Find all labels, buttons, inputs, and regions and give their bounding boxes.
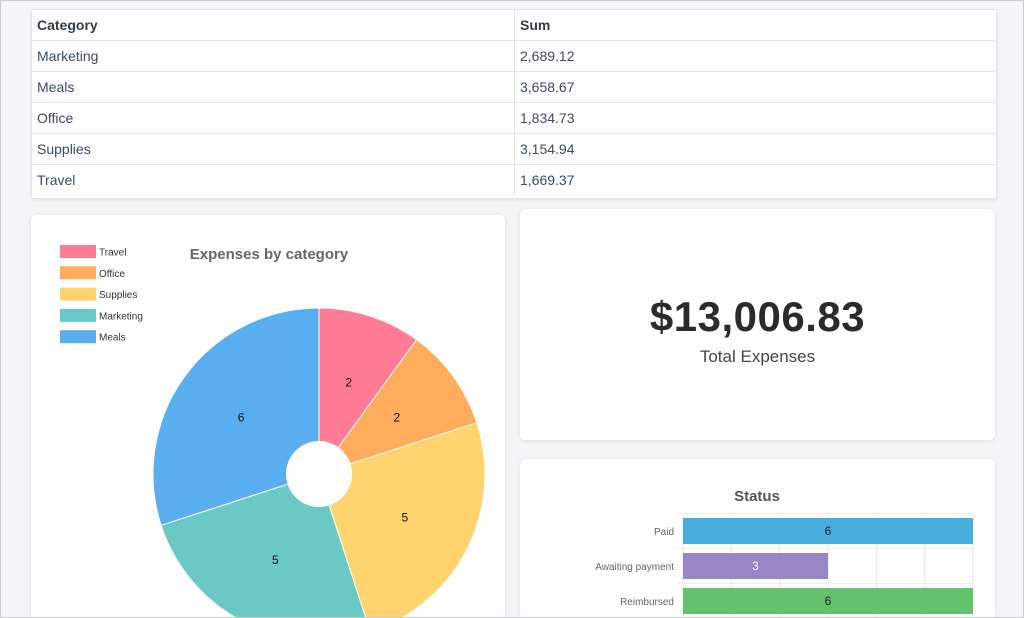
legend-item-marketing[interactable]: Marketing <box>60 308 143 323</box>
cell-sum: 1,834.73 <box>514 102 996 134</box>
status-category-label: Reimbursed <box>620 597 674 608</box>
status-bar-awaiting-payment[interactable] <box>683 553 828 579</box>
status-category-label: Awaiting payment <box>595 562 674 573</box>
table-row[interactable]: Marketing 2,689.12 <box>32 40 996 72</box>
legend-label: Meals <box>99 333 126 344</box>
expenses-pie-chart: Expenses by category Travel Office Supplie… <box>60 245 486 618</box>
legend-item-meals[interactable]: Meals <box>60 330 126 344</box>
pie-data-label: 6 <box>238 410 245 424</box>
cell-sum: 3,154.94 <box>514 133 996 165</box>
table-row[interactable]: Meals 3,658.67 <box>32 71 996 103</box>
column-header-category[interactable]: Category <box>32 10 515 41</box>
total-expenses-card: $13,006.83 Total Expenses <box>520 209 995 440</box>
legend-swatch <box>60 245 96 258</box>
cell-category: Supplies <box>32 133 515 165</box>
pie-data-label: 5 <box>272 553 279 567</box>
pie-slice-supplies[interactable] <box>318 422 486 618</box>
status-bar-paid[interactable] <box>683 518 973 544</box>
status-card: Status 6 Paid 3 Awaiting payment 6 Reimbursed <box>520 459 995 617</box>
cell-category: Office <box>32 102 515 134</box>
table-row[interactable]: Office 1,834.73 <box>32 102 996 134</box>
bar-data-label: 6 <box>825 524 832 538</box>
pie-slice-travel[interactable] <box>318 307 418 476</box>
bar-data-label: 6 <box>825 594 832 608</box>
column-header-sum[interactable]: Sum <box>514 10 996 41</box>
total-expenses-amount: $13,006.83 <box>649 293 866 340</box>
pie-legend: Travel Office Supplies Marketing Meals <box>60 245 143 344</box>
status-bar-chart: Status 6 Paid 3 Awaiting payment 6 Reimbursed <box>595 488 974 617</box>
legend-item-office[interactable]: Office <box>60 266 125 280</box>
expenses-by-category-card: Expenses by category Travel Office Supplie… <box>31 215 505 618</box>
pie-slice-meals[interactable] <box>152 307 320 526</box>
legend-item-supplies[interactable]: Supplies <box>60 287 137 302</box>
status-bars: 6 Paid 3 Awaiting payment 6 Reimbursed <box>595 518 973 614</box>
status-bar-reimbursed[interactable] <box>683 588 973 614</box>
cell-category: Travel <box>32 164 515 195</box>
status-chart-title: Status <box>734 488 780 505</box>
legend-swatch <box>60 266 96 280</box>
legend-swatch <box>60 330 96 344</box>
total-expenses-label: Total Expenses <box>699 347 816 366</box>
table-row[interactable]: Travel 1,669.37 <box>32 164 996 195</box>
table-row[interactable]: Supplies 3,154.94 <box>32 133 996 165</box>
legend-swatch <box>60 287 96 301</box>
legend-label: Marketing <box>99 311 143 322</box>
legend-label: Office <box>99 269 125 280</box>
category-table: Category Sum Marketing 2,689.12 Meals 3,… <box>32 10 996 195</box>
pie-slices <box>152 307 486 618</box>
status-category-label: Paid <box>654 527 674 538</box>
pie-slice-marketing[interactable] <box>160 473 370 618</box>
legend-item-travel[interactable]: Travel <box>60 245 126 259</box>
cell-sum: 3,658.67 <box>514 71 996 103</box>
cell-category: Marketing <box>32 40 515 72</box>
cell-sum: 1,669.37 <box>520 172 575 188</box>
legend-label: Supplies <box>99 290 137 301</box>
category-table-card: Category Sum Marketing 2,689.12 Meals 3,… <box>31 9 997 199</box>
cell-sum: 2,689.12 <box>514 40 996 72</box>
legend-label: Travel <box>99 248 126 259</box>
pie-data-label: 2 <box>345 375 352 389</box>
pie-data-label: 5 <box>401 511 408 525</box>
pie-labels: 2 2 5 5 6 <box>238 375 409 566</box>
legend-swatch <box>60 308 96 322</box>
table-header-row: Category Sum <box>32 10 996 41</box>
doughnut-hole <box>286 441 352 507</box>
bar-data-label: 3 <box>752 559 759 573</box>
pie-data-label: 2 <box>394 410 401 424</box>
pie-chart-title: Expenses by category <box>190 246 349 263</box>
pie-slice-office[interactable] <box>317 339 478 475</box>
cell-category: Meals <box>32 71 515 103</box>
